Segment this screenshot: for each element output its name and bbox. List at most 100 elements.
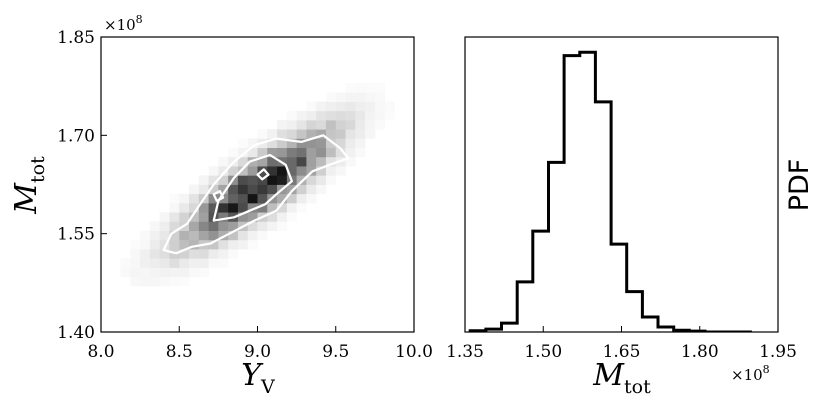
heatmap-cell — [140, 230, 151, 241]
heatmap-cell — [237, 239, 249, 250]
heatmap-cell — [208, 230, 219, 241]
heatmap-cell — [316, 175, 327, 185]
heatmap-cell — [237, 166, 249, 176]
heatmap-cell — [355, 83, 366, 93]
heatmap-cell — [169, 258, 180, 268]
contour-island — [256, 168, 270, 181]
heatmap-cell — [218, 258, 229, 268]
heatmap-cell — [325, 166, 337, 176]
heatmap-cell — [198, 267, 209, 278]
heatmap-cell — [237, 184, 249, 195]
heatmap-cell — [306, 119, 317, 130]
right-x-axis-label: Mtot — [592, 358, 651, 398]
heatmap — [120, 83, 395, 287]
heatmap-cell — [286, 212, 298, 222]
x-tick-label: 1.35 — [446, 342, 484, 362]
heatmap-cell — [189, 267, 200, 278]
heatmap-cell — [218, 202, 229, 213]
heatmap-cell — [208, 175, 219, 185]
heatmap-cell — [267, 202, 278, 213]
left-y-axis-label: Mtot — [9, 156, 49, 215]
heatmap-cell — [179, 230, 190, 241]
heatmap-cell — [257, 156, 268, 167]
heatmap-cell — [189, 202, 200, 213]
heatmap-cell — [355, 129, 366, 139]
heatmap-cell — [296, 202, 307, 213]
heatmap-cell — [296, 110, 307, 121]
contour-outer — [162, 134, 350, 255]
heatmap-cell — [325, 129, 337, 139]
heatmap-cell — [267, 212, 278, 222]
heatmap-cell — [325, 101, 337, 112]
histogram-step-line — [468, 50, 752, 332]
contour-island — [212, 190, 225, 202]
heatmap-cell — [228, 239, 239, 250]
heatmap-cell — [198, 249, 209, 259]
heatmap-cell — [169, 230, 180, 241]
heatmap-cell — [306, 129, 317, 139]
heatmap-cell — [325, 110, 337, 121]
contour-lines — [162, 134, 350, 255]
heatmap-cell — [335, 110, 346, 121]
x-tick-label: 9.5 — [322, 342, 349, 362]
heatmap-cell — [355, 110, 366, 121]
heatmap-cell — [149, 249, 161, 259]
heatmap-cell — [316, 184, 327, 195]
heatmap-cell — [218, 166, 229, 176]
heatmap-cell — [130, 267, 141, 278]
x-tick-label: 1.95 — [759, 342, 797, 362]
heatmap-cell — [335, 101, 346, 112]
heatmap-cell — [306, 193, 317, 204]
heatmap-cell — [286, 129, 298, 139]
heatmap-cell — [237, 202, 249, 213]
left-y-multiplier: ×108 — [104, 13, 143, 34]
heatmap-cell — [355, 138, 366, 149]
heatmap-cell — [296, 138, 307, 149]
heatmap-cell — [149, 258, 161, 268]
heatmap-cell — [228, 230, 239, 241]
heatmap-cell — [257, 202, 268, 213]
left-panel: 8.0 8.5 9.0 9.5 10.0 1.40 1.55 1.70 1.85 ΥV Mto… — [9, 13, 433, 398]
heatmap-cell — [169, 276, 180, 287]
heatmap-cell — [247, 184, 258, 195]
heatmap-cell — [208, 239, 219, 250]
heatmap-cell — [345, 156, 356, 167]
heatmap-cell — [335, 119, 346, 130]
heatmap-cell — [345, 101, 356, 112]
heatmap-cell — [228, 202, 239, 213]
heatmap-cell — [257, 193, 268, 204]
heatmap-cell — [218, 221, 229, 231]
heatmap-cell — [198, 258, 209, 268]
heatmap-cell — [345, 83, 356, 93]
contour-inner — [212, 153, 293, 222]
heatmap-cell — [218, 249, 229, 259]
heatmap-cell — [296, 129, 307, 139]
heatmap-cell — [169, 202, 180, 213]
heatmap-cell — [237, 212, 249, 222]
heatmap-cell — [247, 175, 258, 185]
right-y-axis-label: PDF — [784, 159, 815, 212]
heatmap-cell — [296, 175, 307, 185]
heatmap-cell — [189, 184, 200, 195]
heatmap-cell — [247, 239, 258, 250]
heatmap-cell — [208, 193, 219, 204]
heatmap-cell — [228, 184, 239, 195]
heatmap-cell — [208, 184, 219, 195]
heatmap-cell — [316, 166, 327, 176]
heatmap-cell — [257, 147, 268, 158]
heatmap-cell — [218, 156, 229, 167]
heatmap-cell — [374, 101, 386, 112]
heatmap-cell — [208, 258, 219, 268]
y-tick-label: 1.85 — [57, 28, 95, 48]
heatmap-cell — [306, 147, 317, 158]
heatmap-cell — [374, 119, 386, 130]
heatmap-cell — [218, 175, 229, 185]
heatmap-cell — [247, 221, 258, 231]
heatmap-cell — [365, 129, 376, 139]
heatmap-cell — [247, 147, 258, 158]
heatmap-cell — [208, 166, 219, 176]
heatmap-cell — [189, 212, 200, 222]
heatmap-cell — [228, 147, 239, 158]
heatmap-cell — [355, 147, 366, 158]
heatmap-cell — [159, 276, 170, 287]
